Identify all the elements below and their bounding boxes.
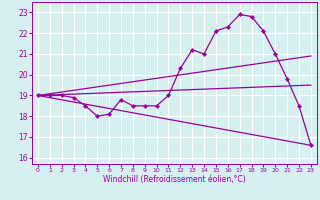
X-axis label: Windchill (Refroidissement éolien,°C): Windchill (Refroidissement éolien,°C) — [103, 175, 246, 184]
